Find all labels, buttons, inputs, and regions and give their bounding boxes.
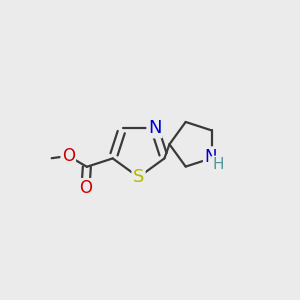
Text: O: O [79, 179, 92, 197]
Text: H: H [212, 157, 224, 172]
Text: S: S [133, 168, 144, 186]
Text: N: N [204, 148, 217, 166]
Text: N: N [148, 119, 161, 137]
Text: O: O [62, 147, 75, 165]
